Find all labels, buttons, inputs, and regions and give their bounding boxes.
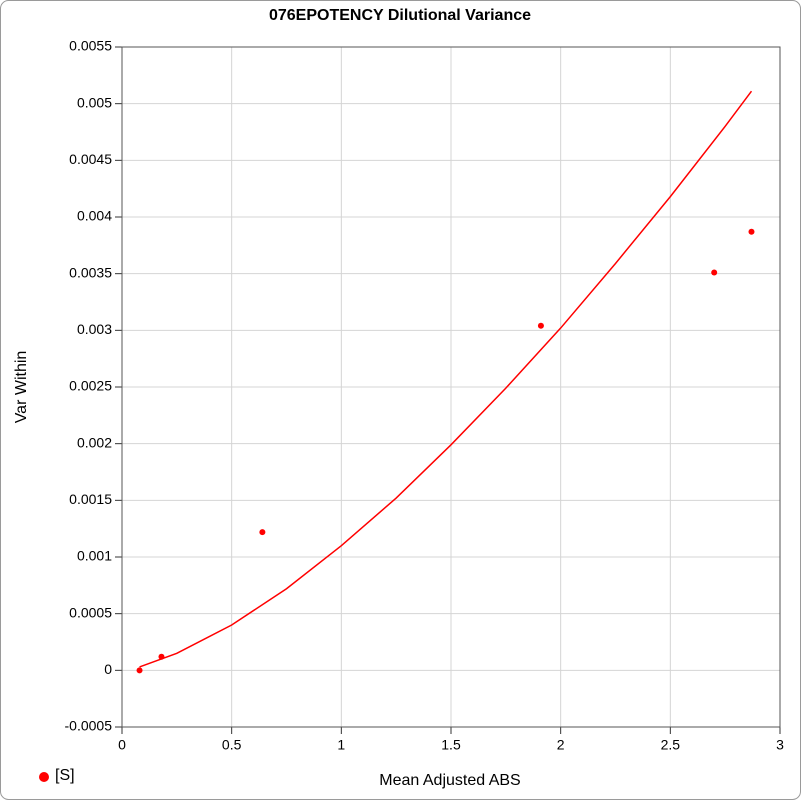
x-axis-label: Mean Adjusted ABS	[379, 772, 520, 789]
point	[537, 322, 544, 329]
y-tick-label: 0.005	[77, 94, 112, 110]
y-tick-label: 0.0015	[69, 491, 112, 507]
point	[748, 228, 755, 235]
y-tick-label: 0	[104, 661, 112, 677]
x-tick-label: 3	[776, 737, 784, 753]
y-tick-label: 0.0005	[69, 604, 112, 620]
x-tick-label: 1	[337, 737, 345, 753]
x-tick-label: 0.5	[222, 737, 242, 753]
legend-label: [S]	[55, 767, 75, 784]
x-tick-label: 1.5	[441, 737, 461, 753]
point	[711, 269, 718, 276]
point	[136, 667, 143, 674]
y-tick-label: 0.0035	[69, 264, 112, 280]
point	[259, 529, 266, 536]
y-tick-label: 0.004	[77, 208, 112, 224]
point	[158, 653, 165, 660]
legend-marker	[39, 772, 49, 782]
y-tick-label: -0.0005	[65, 718, 113, 734]
y-tick-label: 0.002	[77, 434, 112, 450]
x-tick-label: 2.5	[661, 737, 681, 753]
chart-title: 076EPOTENCY Dilutional Variance	[269, 7, 531, 24]
y-tick-label: 0.0045	[69, 151, 112, 167]
y-tick-label: 0.0025	[69, 378, 112, 394]
plot-border	[121, 46, 781, 728]
x-tick-label: 2	[557, 737, 565, 753]
y-tick-label: 0.0055	[69, 38, 112, 54]
y-axis-label: Var Within	[13, 351, 30, 424]
y-tick-label: 0.003	[77, 321, 112, 337]
y-tick-label: 0.001	[77, 548, 112, 564]
fit-line	[139, 90, 753, 668]
x-tick-label: 0	[118, 737, 126, 753]
